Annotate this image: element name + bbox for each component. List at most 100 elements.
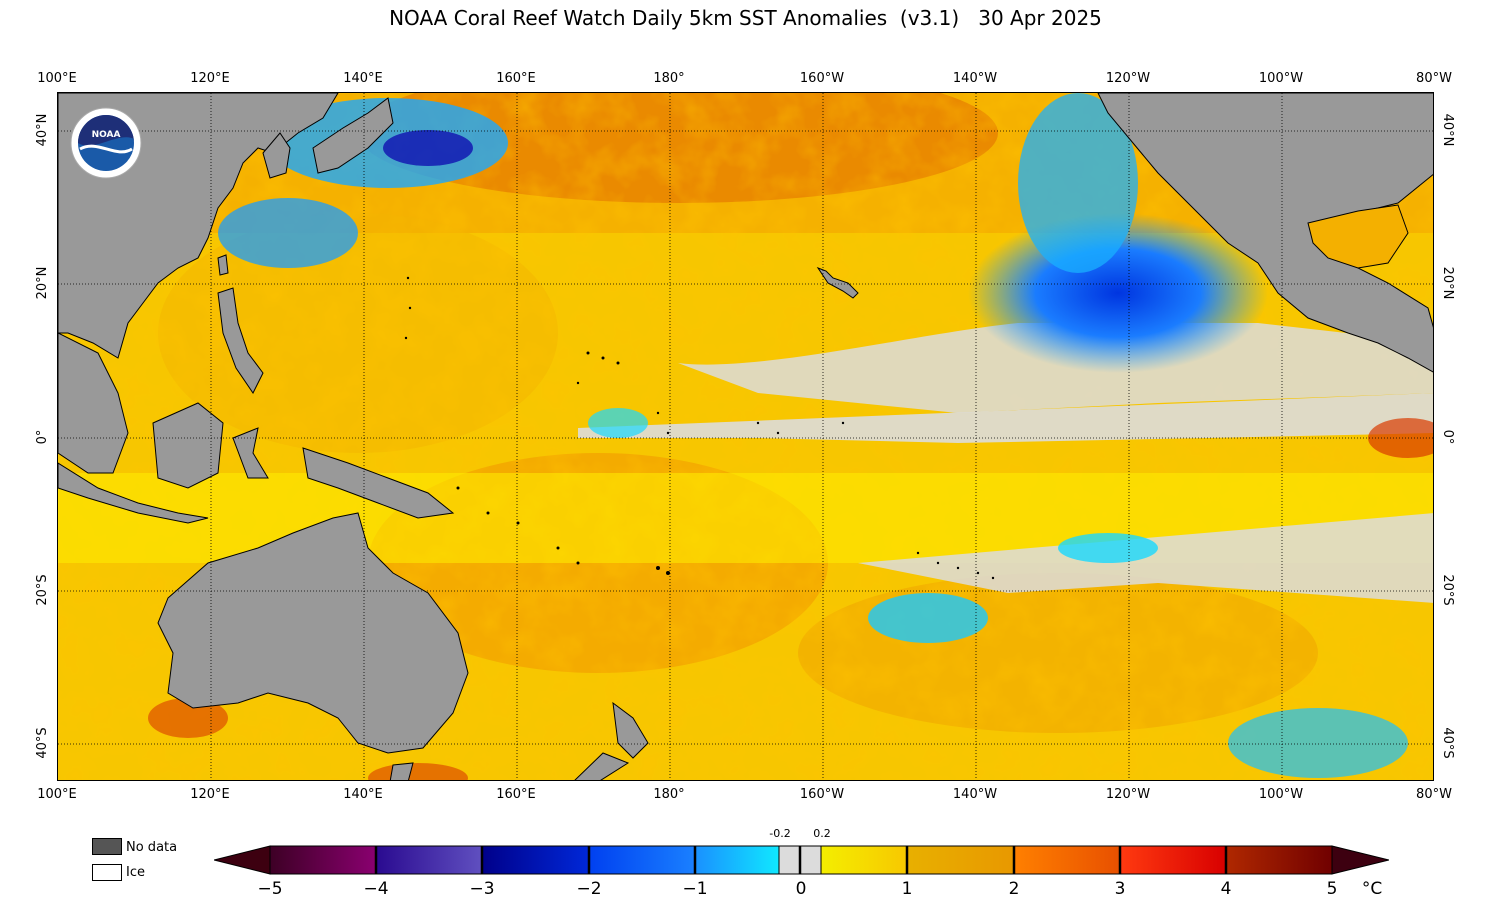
south-australia-hotspot (148, 698, 228, 738)
south-pacific-cool-patch (868, 593, 988, 643)
colorbar-segment (907, 846, 1014, 874)
lat-tick-right: 20°S (1440, 574, 1455, 605)
lat-tick-right: 20°N (1440, 267, 1455, 300)
ice-swatch (92, 864, 122, 881)
borneo (152, 402, 224, 489)
noaa-logo: NOAA (70, 107, 142, 179)
lat-tick-left: 40°S (35, 727, 50, 758)
colorbar-tick: −3 (469, 879, 495, 899)
indochina (58, 332, 129, 474)
southeast-cool-patch (1058, 533, 1158, 563)
southeast-cold-eddies (1228, 708, 1408, 778)
lon-tick: 140°E (343, 787, 383, 802)
sumatra-java (58, 462, 209, 524)
colorbar-tick: 5 (1326, 879, 1338, 899)
colorbar-segment (376, 846, 482, 874)
lat-tick-left: 20°N (35, 267, 50, 300)
pacific-islands (404, 276, 995, 580)
new-guinea (302, 447, 455, 519)
equatorial-cool-patch (588, 408, 648, 438)
lon-tick: 120°E (190, 71, 230, 86)
graticule (58, 93, 1433, 780)
colorbar-segment (1014, 846, 1120, 874)
colorbar-tick: 0 (795, 879, 807, 899)
colorbar-tick: 3 (1114, 879, 1126, 899)
new-zealand-south (574, 752, 630, 780)
lon-tick: 100°W (1258, 787, 1304, 802)
map-title: NOAA Coral Reef Watch Daily 5km SST Anom… (389, 6, 1102, 30)
gulf-of-mexico (1307, 204, 1409, 269)
kuroshio-strong-cold (383, 130, 473, 166)
lat-tick-right: 40°S (1440, 727, 1455, 758)
colorbar-tick: 1 (901, 879, 913, 899)
australia (157, 512, 469, 754)
lat-tick-left: 40°N (35, 114, 50, 147)
lon-tick: 180° (653, 71, 685, 86)
lon-tick: 100°E (37, 787, 77, 802)
new-zealand-north (612, 701, 649, 759)
colorbar-dividers (374, 846, 1228, 874)
lat-tick-left: 20°S (35, 574, 50, 605)
lon-tick: 120°W (1105, 71, 1151, 86)
lon-tick: 120°W (1105, 787, 1151, 802)
lon-tick: 180° (653, 787, 685, 802)
lon-tick: 80°W (1416, 787, 1452, 802)
colorbar-max-arrow (1331, 845, 1389, 875)
near-zero-band-north (678, 323, 1433, 413)
colorbar-small-label: 0.2 (813, 827, 831, 840)
sst-anomaly-map[interactable]: NOAA (57, 92, 1434, 781)
lon-tick: 160°E (496, 71, 536, 86)
near-zero-band-south (858, 513, 1433, 603)
colorbar-minor-dividers (778, 846, 822, 874)
lon-tick: 160°W (799, 71, 845, 86)
no-data-label: No data (126, 840, 178, 855)
noaa-logo-text: NOAA (92, 130, 121, 140)
colorbar-segment (482, 846, 589, 874)
ice-label: Ice (126, 865, 145, 880)
colorbar (214, 845, 1389, 875)
lat-tick-right: 0° (1440, 430, 1455, 445)
colorbar-segment (695, 846, 779, 874)
colorbar-unit: °C (1361, 879, 1383, 899)
lat-tick-right: 40°N (1440, 114, 1455, 147)
no-data-swatch (92, 838, 122, 855)
east-china-sea-cold (218, 198, 358, 268)
colorbar-segment (589, 846, 695, 874)
colorbar-tick: 4 (1220, 879, 1232, 899)
lon-tick: 120°E (190, 787, 230, 802)
colorbar-segment-neutral (800, 846, 821, 874)
eastern-equatorial-hotspot (1368, 418, 1433, 458)
colorbar-tick: −1 (682, 879, 708, 899)
colorbar-segment (1226, 846, 1332, 874)
tasmania (389, 762, 414, 780)
colorbar-segment-neutral (779, 846, 800, 874)
korea-peninsula (262, 132, 291, 179)
colorbar-tick: 2 (1008, 879, 1020, 899)
taiwan (217, 254, 229, 276)
lon-tick: 140°E (343, 71, 383, 86)
lon-tick: 100°W (1258, 71, 1304, 86)
colorbar-small-label: -0.2 (769, 827, 791, 840)
lon-tick: 100°E (37, 71, 77, 86)
lon-tick: 160°W (799, 787, 845, 802)
sulawesi (232, 427, 269, 479)
lon-tick: 140°W (952, 71, 998, 86)
colorbar-segment (1120, 846, 1226, 874)
california-current-cold (1018, 93, 1138, 273)
colorbar-segment (821, 846, 907, 874)
japan (312, 97, 394, 174)
colorbar-segment (270, 846, 376, 874)
lon-tick: 140°W (952, 787, 998, 802)
colorbar-tick: −5 (257, 879, 283, 899)
lon-tick: 160°E (496, 787, 536, 802)
philippines (217, 287, 264, 394)
lon-tick: 80°W (1416, 71, 1452, 86)
lat-tick-left: 0° (35, 430, 50, 445)
colorbar-tick: −4 (363, 879, 389, 899)
near-zero-band-equator (578, 393, 1433, 443)
colorbar-tick: −2 (576, 879, 602, 899)
map-svg: NOAA (58, 93, 1433, 780)
hawaii (816, 266, 859, 299)
colorbar-min-arrow (214, 845, 271, 875)
